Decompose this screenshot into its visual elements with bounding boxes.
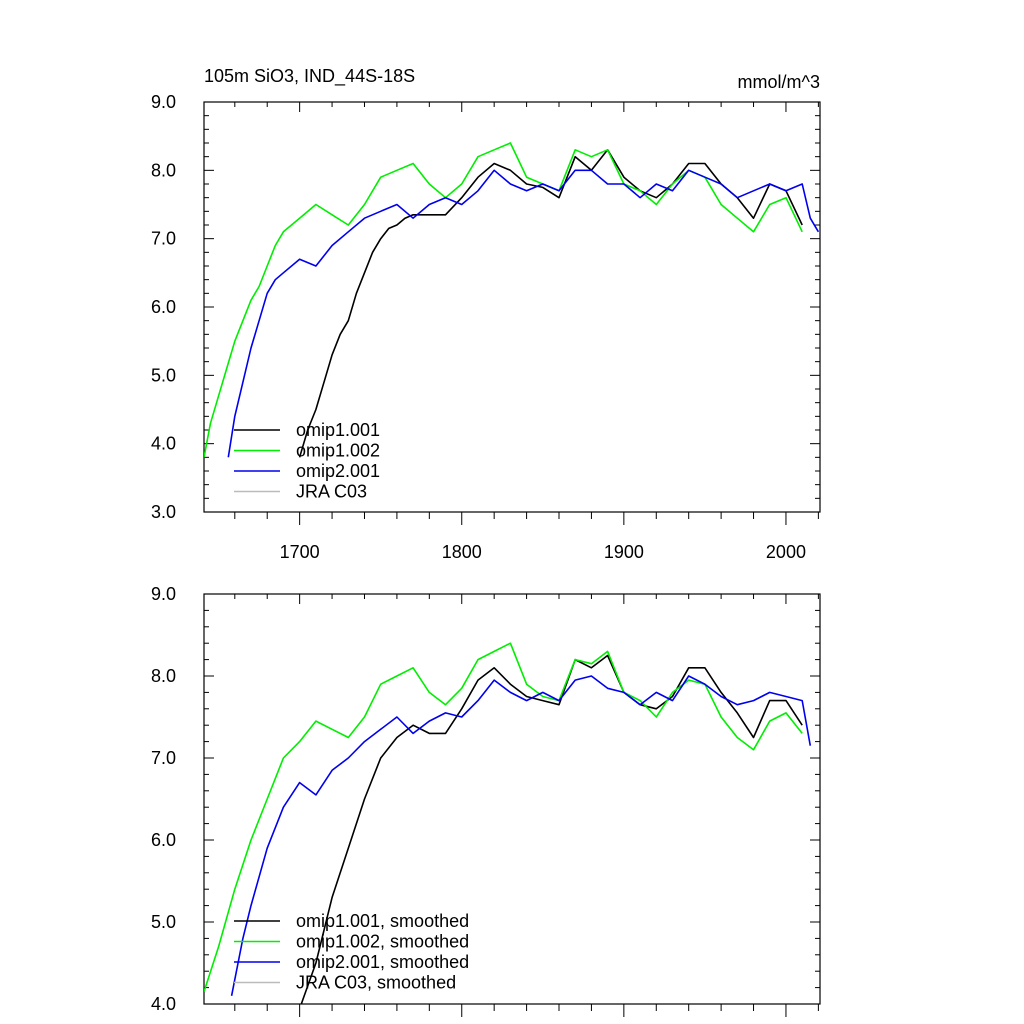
units-label: mmol/m^3 [738, 72, 820, 92]
legend-label: omip1.002, smoothed [296, 932, 469, 952]
y-tick-label: 3.0 [151, 502, 176, 522]
series-line-0 [300, 654, 803, 1004]
legend-label: JRA C03, smoothed [296, 973, 456, 993]
y-tick-label: 4.0 [151, 434, 176, 454]
legend-label: omip1.001 [296, 420, 380, 440]
y-tick-label: 8.0 [151, 160, 176, 180]
legend-label: omip1.001, smoothed [296, 911, 469, 931]
y-tick-label: 6.0 [151, 830, 176, 850]
x-tick-label: 1700 [280, 542, 320, 562]
x-tick-label: 1900 [604, 542, 644, 562]
legend-label: omip2.001 [296, 461, 380, 481]
y-tick-label: 5.0 [151, 365, 176, 385]
plot-frame [203, 593, 821, 1005]
y-tick-label: 6.0 [151, 297, 176, 317]
y-tick-label: 8.0 [151, 666, 176, 686]
y-tick-label: 9.0 [151, 92, 176, 112]
x-tick-label: 1800 [442, 542, 482, 562]
y-tick-label: 7.0 [151, 748, 176, 768]
y-tick-label: 4.0 [151, 994, 176, 1014]
x-tick-label: 2000 [766, 542, 806, 562]
series-line-2 [227, 169, 820, 458]
series-line-1 [204, 642, 803, 992]
legend-label: omip2.001, smoothed [296, 952, 469, 972]
y-tick-label: 5.0 [151, 912, 176, 932]
bottom-panel: 4.05.06.07.08.09.0 omip1.001, smoothedom… [151, 584, 821, 1017]
series-line-1 [204, 142, 803, 458]
chart-title: 105m SiO3, IND_44S-18S [204, 66, 415, 87]
y-tick-label: 7.0 [151, 229, 176, 249]
legend-label: JRA C03 [296, 482, 367, 502]
top-panel: 105m SiO3, IND_44S-18S mmol/m^3 3.0 4.0 5.… [151, 66, 821, 562]
series-line-0 [298, 149, 803, 458]
y-tick-label: 9.0 [151, 584, 176, 604]
legend-label: omip1.002 [296, 441, 380, 461]
series-line-2 [230, 675, 812, 996]
